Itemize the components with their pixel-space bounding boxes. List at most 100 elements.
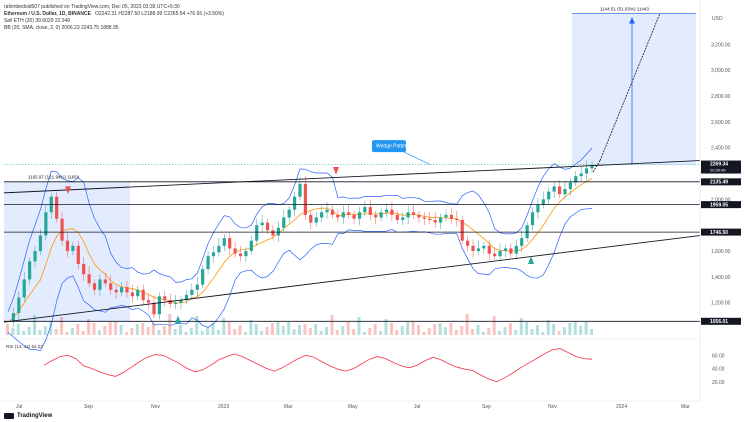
volume-bar (195, 316, 199, 335)
candle-body (325, 209, 329, 213)
volume-bar (265, 327, 269, 335)
volume-bar (152, 323, 155, 335)
price-axis[interactable]: USD 3,200.00 3,000.00 2,800.00 2,600.00 2,400… (699, 0, 745, 422)
candle-body (76, 245, 80, 264)
volume-bar (87, 319, 91, 335)
candle-body (314, 217, 318, 223)
volume-bar (303, 324, 307, 335)
volume-bar (427, 328, 431, 335)
candle-body (347, 212, 351, 215)
price-tick-label: 1,600.00 (711, 249, 731, 255)
candle-body (363, 207, 367, 213)
candle-body (71, 245, 75, 252)
volume-bar (471, 329, 475, 335)
volume-bar (319, 331, 323, 335)
time-tick-label: Nov (548, 404, 557, 410)
candle-body (547, 191, 551, 200)
candle-body (509, 248, 513, 254)
wedge-label: Wedge Pattern (376, 144, 409, 150)
candle-body (98, 279, 102, 290)
right-measure-box (572, 13, 696, 166)
tradingview-logo[interactable]: TradingView (4, 413, 52, 419)
candle-body (152, 302, 156, 315)
symbol-name[interactable]: Ethereum / U.S. Dollar, 1D, BINANCE (4, 11, 91, 17)
candle-body (11, 313, 16, 323)
volume-bar (433, 324, 437, 335)
indicator-sell[interactable]: Sell ETH (20) 39.6029 22.346 (4, 18, 71, 24)
volume-bar (146, 327, 150, 335)
volume-bar (54, 329, 58, 335)
volume-bar (584, 322, 588, 335)
volume-bar (243, 332, 247, 335)
candle-body (228, 238, 232, 249)
candle-body (525, 225, 529, 239)
volume-bar (525, 322, 529, 335)
volume-bar (103, 326, 107, 335)
time-tick-label: Sep (84, 404, 93, 410)
indicator-bb[interactable]: BB (20, SMA, close, 2, 0) 2066.23 2243.7… (4, 25, 119, 31)
candle-body (141, 289, 145, 301)
symbol-line: Ethereum / U.S. Dollar, 1D, BINANCE O2242… (4, 11, 228, 17)
candle-body (28, 261, 32, 280)
volume-bar (200, 331, 204, 335)
level-tag (701, 317, 741, 325)
time-tick-label: May (348, 404, 358, 410)
volume-bar (81, 331, 85, 335)
candle-body (92, 283, 97, 290)
candle-body (460, 220, 464, 241)
volume-bar (352, 329, 356, 335)
volume-bar (519, 318, 523, 335)
volume-bar (27, 327, 31, 335)
rsi-panel: RSI (14, 14) 54.23 (6, 344, 593, 383)
volume-bar (211, 323, 215, 335)
volume-bar (70, 328, 74, 335)
candle-body (157, 296, 162, 315)
candle-body (103, 279, 107, 284)
candle-body (130, 292, 134, 297)
volume-bar (406, 322, 410, 335)
volume-bar (541, 332, 545, 335)
volume-bar (141, 323, 145, 335)
candle-body (476, 248, 481, 252)
volume-bar (400, 326, 404, 335)
candles (11, 160, 594, 328)
candle-body (379, 212, 383, 218)
volume-bar (124, 332, 128, 335)
candle-body (579, 173, 583, 177)
ohlc-values: O2242.31 H2287.50 L2188.99 C2265.54 +76.… (94, 11, 224, 17)
volume-bar (222, 318, 226, 335)
candle-body (487, 245, 491, 254)
candle-body (498, 251, 502, 257)
candle-body (238, 253, 243, 257)
rsi-tick-label: 40.00 (712, 367, 725, 373)
volume-bar (438, 323, 442, 335)
volume-bar (254, 324, 258, 335)
time-tick-label: 2024 (616, 404, 627, 410)
volume-bar (552, 324, 556, 335)
buy-arrow-2 (528, 256, 534, 264)
level-label: 1746.50 (710, 230, 728, 236)
candle-body (449, 214, 454, 219)
countdown-label: 20:30:45 (710, 168, 726, 173)
volume-bar (514, 330, 518, 335)
candle-body (320, 212, 324, 218)
time-tick-label: 2023 (218, 404, 229, 410)
candle-body (368, 207, 372, 215)
annotations: Wedge Pattern 1165.97 (121.94%) 11654 1144… (28, 7, 649, 324)
time-axis[interactable]: Jul Sep Nov 2023 Mar May Jul Sep Nov 2024 Mar (16, 404, 690, 410)
candle-body (563, 189, 567, 195)
candle-body (298, 183, 302, 197)
volume-bar (92, 323, 96, 335)
volume-bar (298, 325, 301, 335)
volume-bar (238, 325, 242, 335)
candle-body (163, 296, 167, 301)
volume-bar (108, 322, 112, 335)
volume-bar (189, 328, 193, 335)
candle-body (536, 204, 540, 213)
volume-bar (227, 322, 231, 335)
volume-bar (16, 324, 20, 335)
candle-body (244, 251, 248, 257)
candle-body (114, 289, 118, 293)
candle-body (265, 222, 270, 231)
